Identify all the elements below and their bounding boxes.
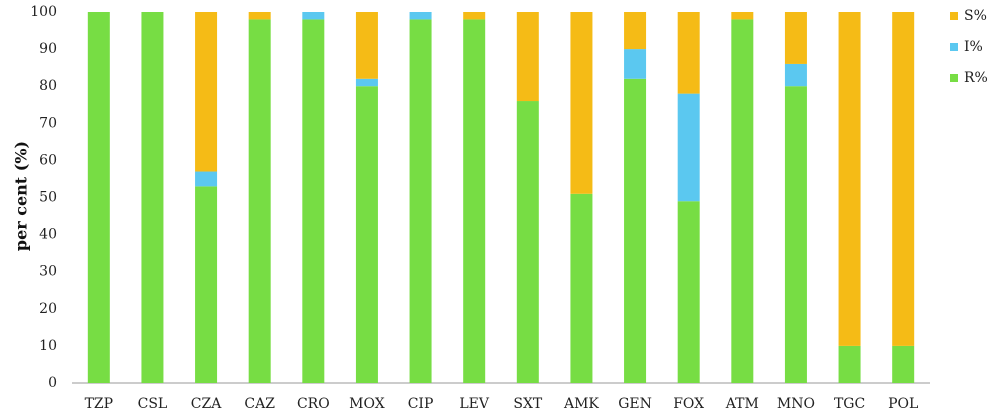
bar-s-amk bbox=[570, 12, 593, 194]
bar-s-gen bbox=[624, 12, 647, 50]
x-tick-label: LEV bbox=[459, 396, 490, 412]
bar-r-cro bbox=[302, 19, 325, 383]
bar-r-amk bbox=[570, 193, 593, 383]
bar-s-cza bbox=[195, 12, 218, 172]
bar-r-mox bbox=[355, 86, 378, 383]
bar-r-tgc bbox=[838, 345, 861, 383]
x-tick-label: GEN bbox=[618, 396, 652, 412]
legend-swatch bbox=[950, 43, 958, 51]
bar-i-cro bbox=[302, 12, 325, 20]
x-tick-label: CZA bbox=[191, 396, 222, 412]
bar-i-mno bbox=[784, 63, 807, 87]
x-tick-labels: TZP CSL CZA CAZ CRO MOX CIP LEV SXT AMK GEN FOX ATM M… bbox=[85, 396, 919, 412]
x-tick-label: AMK bbox=[563, 396, 599, 412]
y-tick-label: 20 bbox=[39, 301, 57, 317]
bar-i-cip bbox=[409, 12, 432, 20]
x-tick-label: TZP bbox=[85, 396, 114, 412]
y-tick-label: 50 bbox=[39, 190, 57, 206]
bar-r-cip bbox=[409, 19, 432, 383]
x-tick-label: ATM bbox=[725, 396, 759, 412]
x-tick-label: TGC bbox=[834, 396, 865, 412]
x-tick-label: MNO bbox=[777, 396, 815, 412]
bar-s-pol bbox=[892, 12, 915, 346]
x-tick-label: FOX bbox=[673, 396, 704, 412]
legend-swatch bbox=[950, 74, 958, 82]
bar-r-cza bbox=[195, 186, 218, 383]
bar-s-atm bbox=[731, 12, 754, 20]
bar-r-gen bbox=[624, 78, 647, 383]
legend-swatch bbox=[950, 12, 958, 20]
y-tick-label: 60 bbox=[39, 152, 57, 168]
bar-r-sxt bbox=[516, 101, 539, 383]
bar-s-fox bbox=[677, 12, 700, 94]
bar-i-cza bbox=[195, 171, 218, 187]
bar-i-mox bbox=[355, 78, 378, 87]
y-tick-labels: 0 10 20 30 40 50 60 70 80 90 100 bbox=[30, 4, 57, 391]
bar-i-fox bbox=[677, 93, 700, 202]
x-tick-label: CRO bbox=[297, 396, 330, 412]
y-tick-label: 70 bbox=[39, 115, 57, 131]
y-tick-label: 80 bbox=[39, 78, 57, 94]
y-tick-label: 100 bbox=[30, 4, 57, 20]
x-tick-label: CSL bbox=[138, 396, 168, 412]
y-tick-label: 10 bbox=[39, 338, 57, 354]
bar-s-tgc bbox=[838, 12, 861, 346]
x-tick-label: CAZ bbox=[244, 396, 275, 412]
bar-s-lev bbox=[463, 12, 486, 20]
legend-label: I% bbox=[964, 39, 983, 55]
bar-r-atm bbox=[731, 19, 754, 383]
bars bbox=[87, 12, 915, 383]
bar-r-tzp bbox=[87, 12, 110, 383]
legend-label: S% bbox=[964, 8, 987, 24]
bar-s-mno bbox=[784, 12, 807, 64]
legend-label: R% bbox=[964, 70, 988, 86]
bar-r-mno bbox=[784, 86, 807, 383]
legend: S% I% R% bbox=[950, 8, 988, 86]
x-tick-label: CIP bbox=[408, 396, 434, 412]
bar-r-csl bbox=[141, 12, 164, 383]
y-tick-label: 30 bbox=[39, 264, 57, 280]
bar-r-caz bbox=[248, 19, 271, 383]
bar-r-pol bbox=[892, 345, 915, 383]
bar-r-lev bbox=[463, 19, 486, 383]
bar-s-caz bbox=[248, 12, 271, 20]
bar-s-mox bbox=[355, 12, 378, 79]
x-tick-label: SXT bbox=[513, 396, 543, 412]
y-tick-label: 40 bbox=[39, 227, 57, 243]
bar-s-sxt bbox=[516, 12, 539, 102]
bar-i-gen bbox=[624, 49, 647, 79]
y-tick-label: 90 bbox=[39, 41, 57, 57]
y-tick-label: 0 bbox=[48, 375, 57, 391]
x-tick-label: POL bbox=[888, 396, 918, 412]
y-axis-title: per cent (%) bbox=[12, 141, 31, 251]
bar-r-fox bbox=[677, 201, 700, 383]
x-tick-label: MOX bbox=[349, 396, 385, 412]
